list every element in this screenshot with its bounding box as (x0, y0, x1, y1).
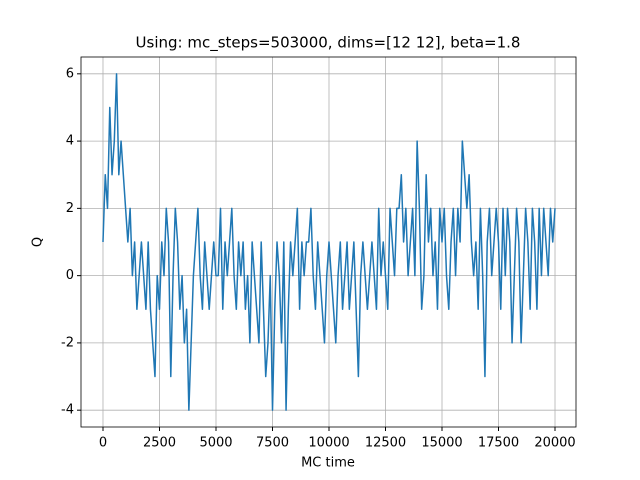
y-tick-label: -4 (61, 403, 74, 418)
y-tick-label: 4 (66, 134, 74, 149)
x-tick-label: 15000 (421, 436, 462, 451)
x-tick-label: 20000 (534, 436, 575, 451)
data-line (102, 73, 556, 411)
x-axis-label: MC time (301, 456, 355, 471)
x-tick-label: 17500 (478, 436, 519, 451)
x-tick-label: 12500 (365, 436, 406, 451)
x-tick-label: 2500 (143, 436, 176, 451)
x-tick-label: 0 (99, 436, 107, 451)
x-tick-label: 7500 (256, 436, 289, 451)
y-axis-label: Q (31, 237, 46, 247)
y-tick-label: 0 (66, 268, 74, 283)
chart-title: Using: mc_steps=503000, dims=[12 12], be… (136, 34, 521, 53)
x-tick-label: 10000 (308, 436, 349, 451)
x-tick-label: 5000 (199, 436, 232, 451)
y-tick-label: -2 (61, 335, 74, 350)
y-tick-label: 6 (66, 66, 74, 81)
y-tick-label: 2 (66, 201, 74, 216)
plot-frame (80, 56, 577, 428)
